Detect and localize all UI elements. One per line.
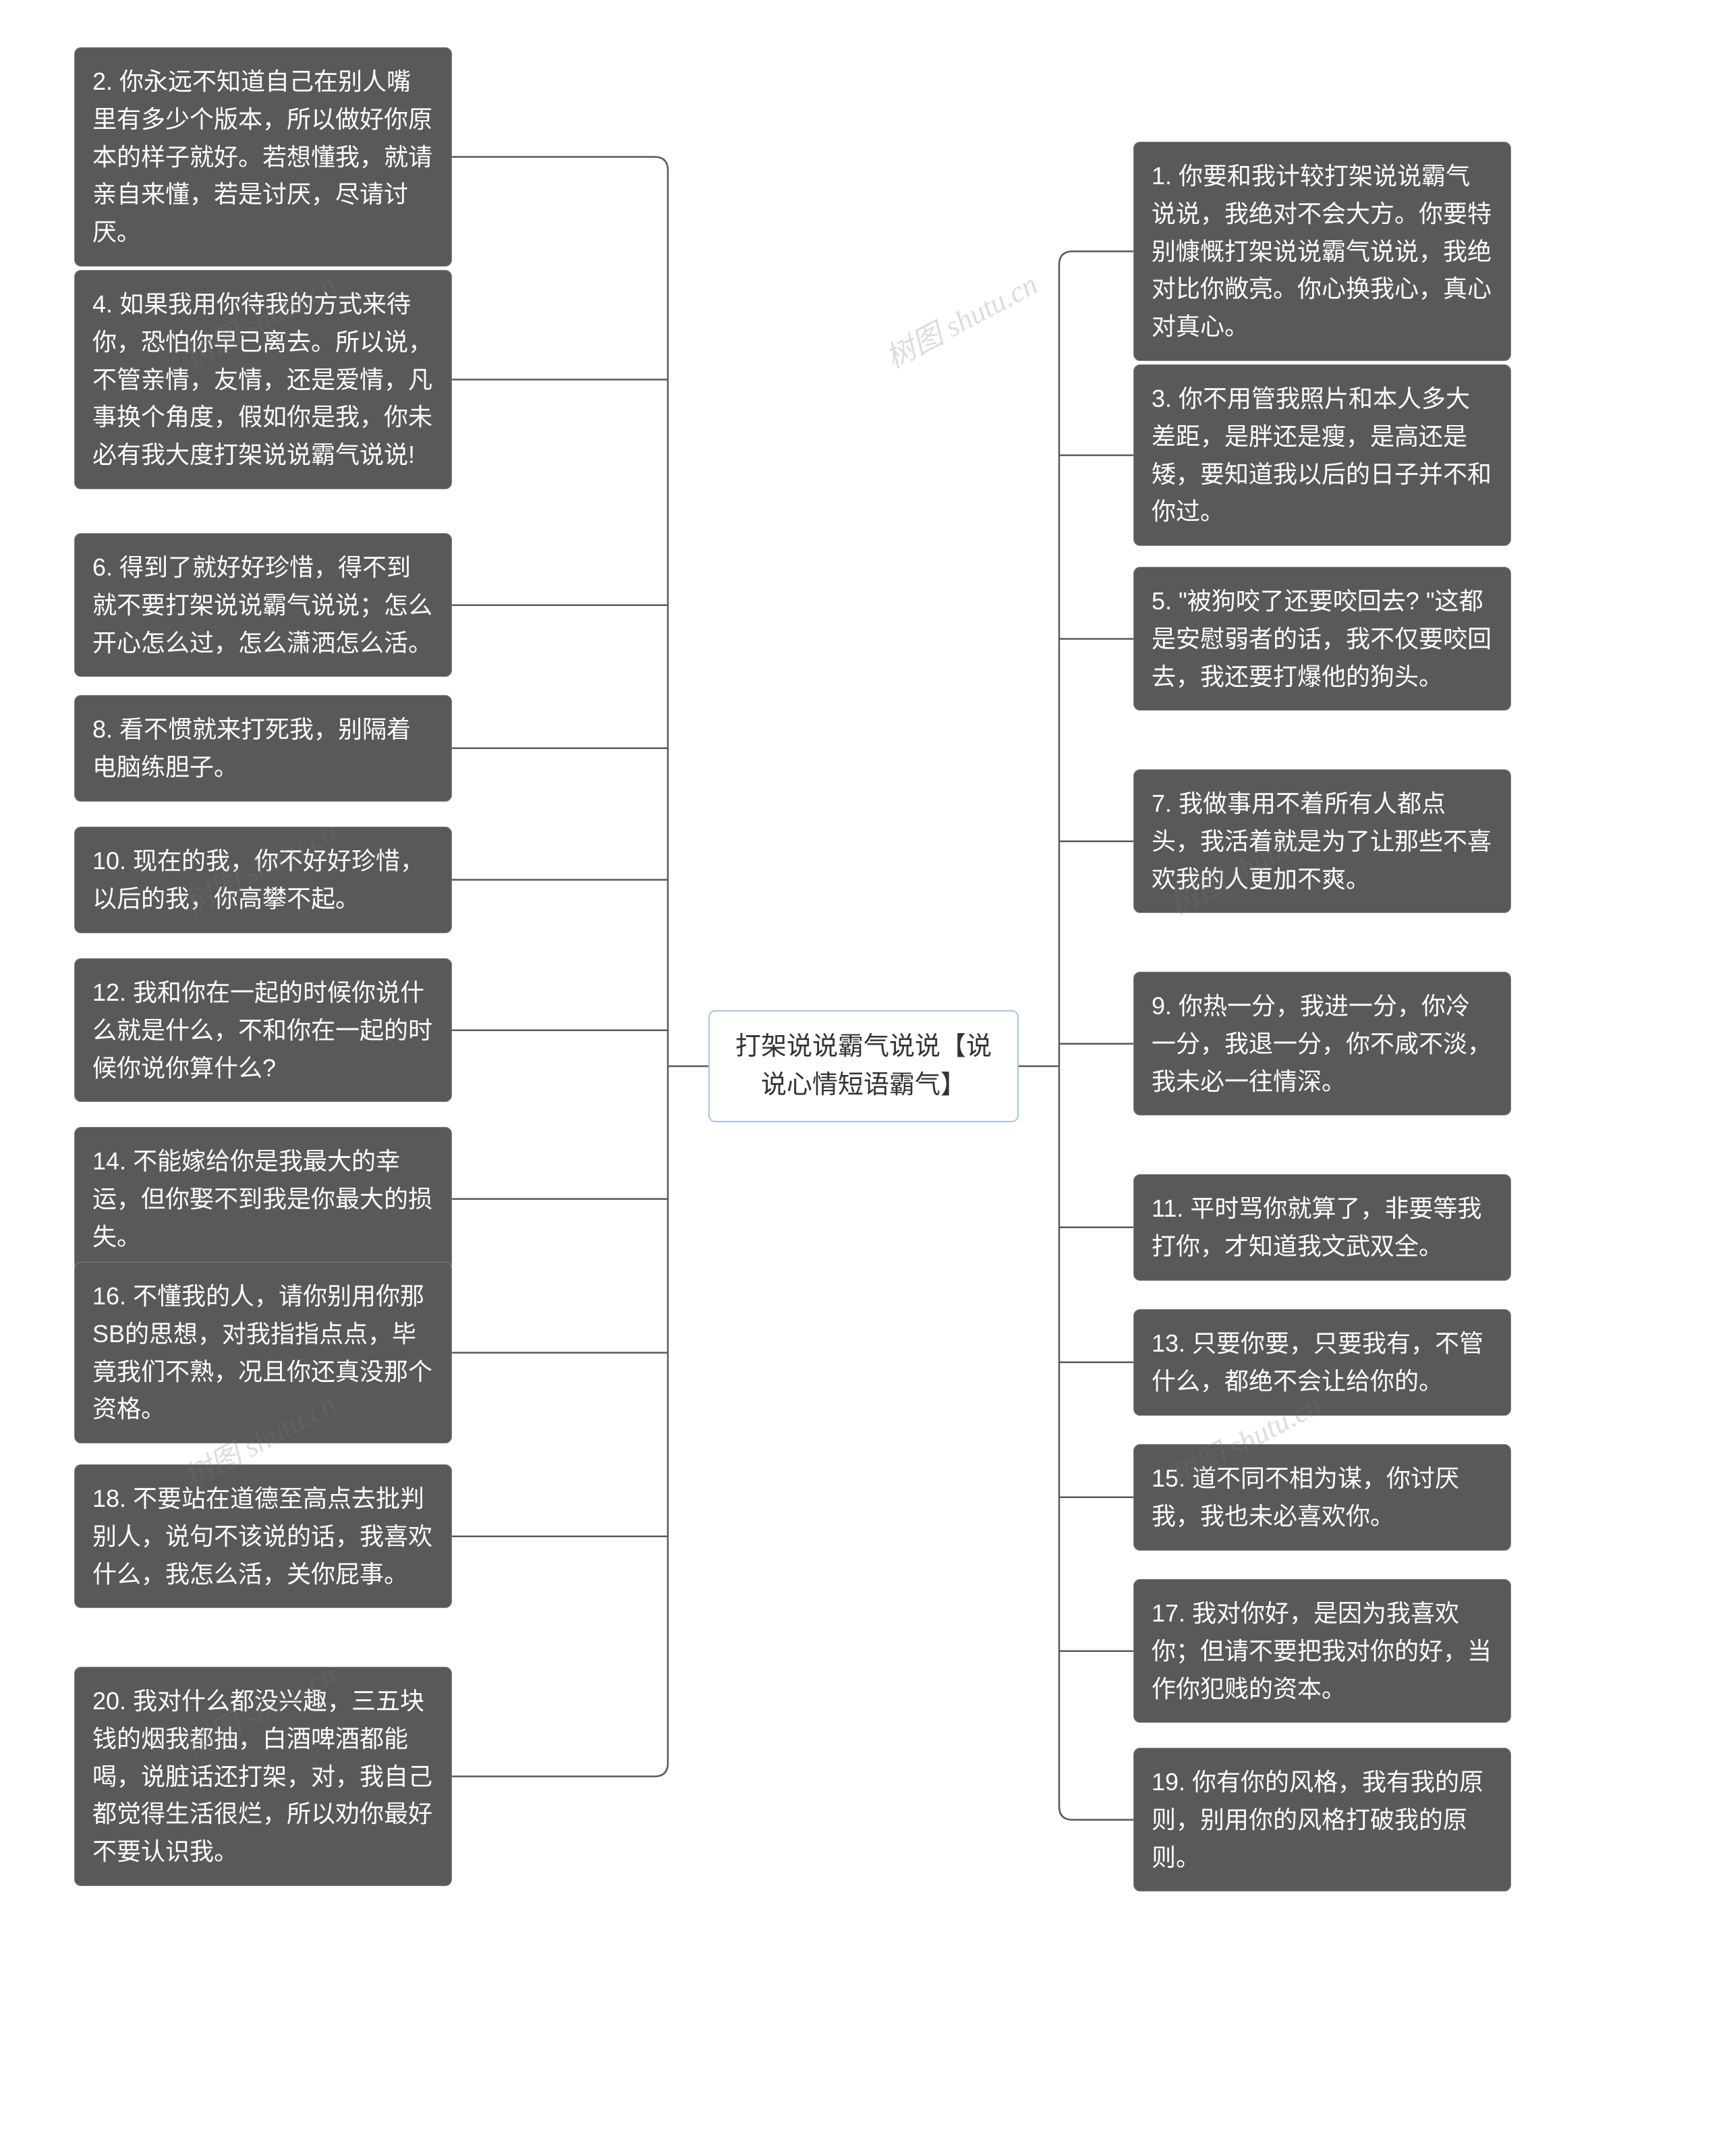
center-node-label: 打架说说霸气说说【说说心情短语霸气】 [735, 1032, 992, 1099]
leaf-n4-label: 4. 如果我用你待我的方式来待你，恐怕你早已离去。所以说，不管亲情，友情，还是爱… [92, 290, 432, 468]
leaf-n14: 14. 不能嫁给你是我最大的幸运，但你娶不到我是你最大的损失。 [74, 1127, 452, 1271]
leaf-n2: 2. 你永远不知道自己在别人嘴里有多少个版本，所以做好你原本的样子就好。若想懂我… [74, 47, 452, 267]
leaf-n19-label: 19. 你有你的风格，我有我的原则，别用你的风格打破我的原则。 [1152, 1768, 1483, 1871]
leaf-n3-label: 3. 你不用管我照片和本人多大差距，是胖还是瘦，是高还是矮，要知道我以后的日子并… [1152, 385, 1492, 525]
leaf-n5-label: 5. "被狗咬了还要咬回去? "这都是安慰弱者的话，我不仅要咬回去，我还要打爆他… [1152, 587, 1492, 690]
leaf-n18-label: 18. 不要站在道德至高点去批判别人，说句不该说的话，我喜欢什么，我怎么活，关你… [92, 1485, 432, 1588]
center-node: 打架说说霸气说说【说说心情短语霸气】 [708, 1010, 1019, 1122]
leaf-n7-label: 7. 我做事用不着所有人都点头，我活着就是为了让那些不喜欢我的人更加不爽。 [1152, 790, 1492, 893]
leaf-n11-label: 11. 平时骂你就算了，非要等我打你，才知道我文武双全。 [1152, 1194, 1481, 1260]
leaf-n19: 19. 你有你的风格，我有我的原则，别用你的风格打破我的原则。 [1133, 1748, 1511, 1891]
leaf-n15-label: 15. 道不同不相为谋，你讨厌我，我也未必喜欢你。 [1152, 1464, 1459, 1530]
leaf-n16-label: 16. 不懂我的人，请你别用你那SB的思想，对我指指点点，毕竟我们不熟，况且你还… [92, 1282, 432, 1422]
leaf-n5: 5. "被狗咬了还要咬回去? "这都是安慰弱者的话，我不仅要咬回去，我还要打爆他… [1133, 567, 1511, 711]
leaf-n20: 20. 我对什么都没兴趣，三五块钱的烟我都抽，白酒啤酒都能喝，说脏话还打架，对，… [74, 1667, 452, 1886]
leaf-n10-label: 10. 现在的我，你不好好珍惜，以后的我，你高攀不起。 [92, 847, 424, 912]
leaf-n17-label: 17. 我对你好，是因为我喜欢你；但请不要把我对你的好，当作你犯贱的资本。 [1152, 1599, 1492, 1703]
leaf-n18: 18. 不要站在道德至高点去批判别人，说句不该说的话，我喜欢什么，我怎么活，关你… [74, 1464, 452, 1608]
leaf-n6-label: 6. 得到了就好好珍惜，得不到就不要打架说说霸气说说；怎么开心怎么过，怎么潇洒怎… [92, 553, 432, 657]
leaf-n13-label: 13. 只要你要，只要我有，不管什么，都绝不会让给你的。 [1152, 1329, 1483, 1395]
leaf-n14-label: 14. 不能嫁给你是我最大的幸运，但你娶不到我是你最大的损失。 [92, 1147, 432, 1250]
leaf-n8: 8. 看不惯就来打死我，别隔着电脑练胆子。 [74, 695, 452, 802]
leaf-n9: 9. 你热一分，我进一分，你冷一分，我退一分，你不咸不淡，我未必一往情深。 [1133, 972, 1511, 1115]
leaf-n1-label: 1. 你要和我计较打架说说霸气说说，我绝对不会大方。你要特别慷慨打架说说霸气说说… [1152, 162, 1492, 340]
leaf-n12: 12. 我和你在一起的时候你说什么就是什么，不和你在一起的时候你说你算什么? [74, 958, 452, 1102]
leaf-n17: 17. 我对你好，是因为我喜欢你；但请不要把我对你的好，当作你犯贱的资本。 [1133, 1579, 1511, 1723]
leaf-n16: 16. 不懂我的人，请你别用你那SB的思想，对我指指点点，毕竟我们不熟，况且你还… [74, 1262, 452, 1443]
leaf-n3: 3. 你不用管我照片和本人多大差距，是胖还是瘦，是高还是矮，要知道我以后的日子并… [1133, 364, 1511, 546]
leaf-n2-label: 2. 你永远不知道自己在别人嘴里有多少个版本，所以做好你原本的样子就好。若想懂我… [92, 67, 432, 246]
leaf-n6: 6. 得到了就好好珍惜，得不到就不要打架说说霸气说说；怎么开心怎么过，怎么潇洒怎… [74, 533, 452, 677]
leaf-n8-label: 8. 看不惯就来打死我，别隔着电脑练胆子。 [92, 715, 411, 781]
leaf-n12-label: 12. 我和你在一起的时候你说什么就是什么，不和你在一起的时候你说你算什么? [92, 978, 432, 1082]
leaf-n20-label: 20. 我对什么都没兴趣，三五块钱的烟我都抽，白酒啤酒都能喝，说脏话还打架，对，… [92, 1687, 432, 1865]
leaf-n9-label: 9. 你热一分，我进一分，你冷一分，我退一分，你不咸不淡，我未必一往情深。 [1152, 992, 1492, 1095]
leaf-n11: 11. 平时骂你就算了，非要等我打你，才知道我文武双全。 [1133, 1174, 1511, 1281]
watermark-1: 树图 shutu.cn [876, 260, 1044, 377]
leaf-n7: 7. 我做事用不着所有人都点头，我活着就是为了让那些不喜欢我的人更加不爽。 [1133, 769, 1511, 913]
leaf-n1: 1. 你要和我计较打架说说霸气说说，我绝对不会大方。你要特别慷慨打架说说霸气说说… [1133, 142, 1511, 361]
leaf-n4: 4. 如果我用你待我的方式来待你，恐怕你早已离去。所以说，不管亲情，友情，还是爱… [74, 270, 452, 489]
leaf-n15: 15. 道不同不相为谋，你讨厌我，我也未必喜欢你。 [1133, 1444, 1511, 1551]
leaf-n13: 13. 只要你要，只要我有，不管什么，都绝不会让给你的。 [1133, 1309, 1511, 1416]
leaf-n10: 10. 现在的我，你不好好珍惜，以后的我，你高攀不起。 [74, 827, 452, 933]
